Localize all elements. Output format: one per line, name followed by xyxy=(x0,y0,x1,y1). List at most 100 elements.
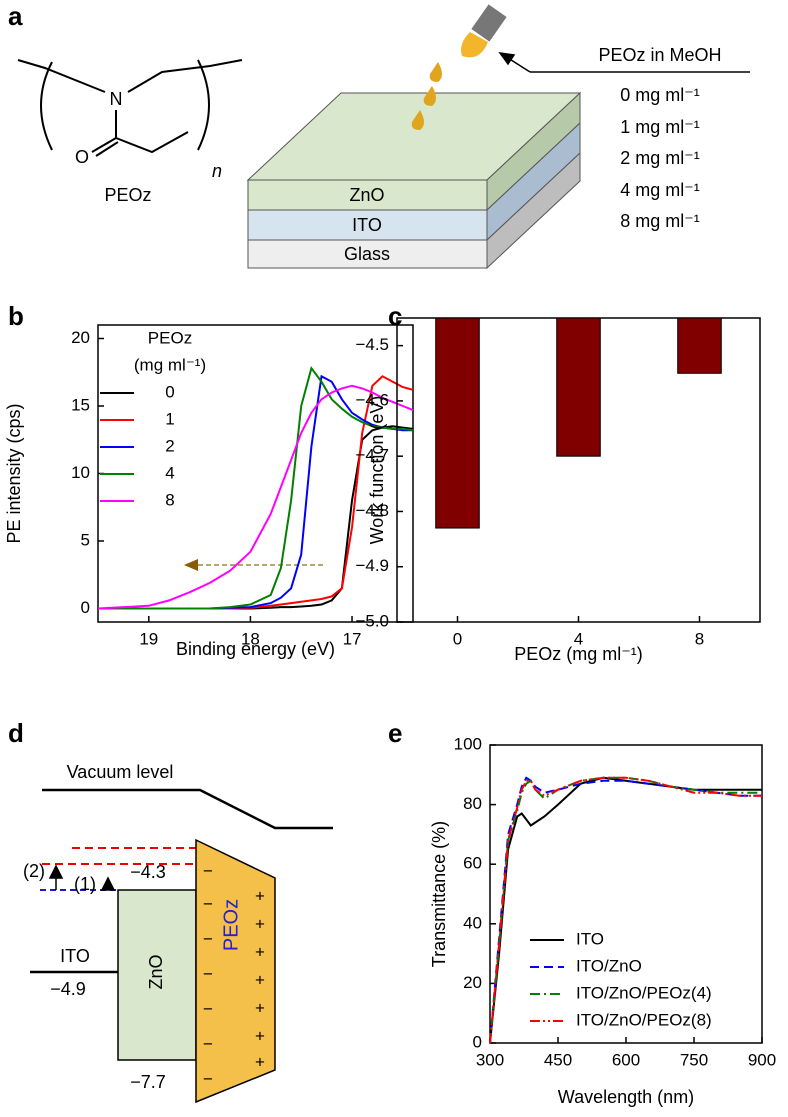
legend-label: ITO xyxy=(576,929,604,948)
y-axis-label: Transmittance (%) xyxy=(429,821,449,967)
y-tick-label: 0 xyxy=(473,1032,482,1051)
legend-title: PEOz xyxy=(148,328,192,347)
bar xyxy=(435,317,480,529)
y-tick-label: 5 xyxy=(81,530,90,549)
x-tick-label: 300 xyxy=(476,1050,504,1069)
x-tick-label: 600 xyxy=(612,1050,640,1069)
y-tick-label: 60 xyxy=(463,854,482,873)
panel-a: a N O n PEOz ZnO ITO Glass xyxy=(8,1,750,270)
concentration: 2 mg ml⁻¹ xyxy=(620,148,700,168)
shift-arrow xyxy=(184,559,323,571)
bar xyxy=(677,317,722,374)
y-tick-label: 0 xyxy=(81,598,90,617)
vacuum-level xyxy=(42,788,333,830)
y-tick-label: 40 xyxy=(463,913,482,932)
y-tick-label: 80 xyxy=(463,794,482,813)
concentration: 0 mg ml⁻¹ xyxy=(620,85,700,105)
y-tick-label: −4.5 xyxy=(355,335,389,354)
bar xyxy=(556,317,601,457)
y-tick-label: 20 xyxy=(463,973,482,992)
legend-label: 4 xyxy=(165,463,174,482)
charge: − xyxy=(203,1069,213,1088)
data-line xyxy=(489,776,762,1044)
step-label: (2) xyxy=(23,861,45,881)
y-tick-label: −5.0 xyxy=(355,611,389,630)
data-line xyxy=(489,776,762,1044)
x-tick-label: 19 xyxy=(139,629,158,648)
layer-label: Glass xyxy=(344,244,390,264)
charge: − xyxy=(203,1034,213,1053)
molecule-structure xyxy=(17,59,243,157)
panel-label: b xyxy=(8,301,24,331)
x-tick-label: 18 xyxy=(241,629,260,648)
legend-title: (mg ml⁻¹) xyxy=(134,355,206,374)
y-tick-label: −4.9 xyxy=(355,556,389,575)
charge: + xyxy=(255,1052,265,1071)
legend-label: ITO/ZnO/PEOz(8) xyxy=(576,1010,712,1029)
data-line xyxy=(98,365,414,610)
energy-value: −4.3 xyxy=(130,862,166,882)
y-tick-label: 10 xyxy=(71,463,90,482)
subscript: n xyxy=(212,161,222,181)
callout-arrow xyxy=(498,52,750,73)
data-line xyxy=(489,776,762,1044)
y-axis-label: Work function (eV) xyxy=(367,396,387,545)
y-tick-label: 15 xyxy=(71,395,90,414)
panel-label: d xyxy=(8,718,24,748)
x-tick-label: 4 xyxy=(574,629,583,648)
data-line xyxy=(489,776,762,1044)
x-axis-label: PEOz (mg ml⁻¹) xyxy=(514,644,643,664)
charge: − xyxy=(203,964,213,983)
legend-label: ITO/ZnO xyxy=(576,956,642,975)
charge: + xyxy=(255,942,265,961)
solution-label: PEOz in MeOH xyxy=(598,45,721,65)
charge: + xyxy=(255,1026,265,1045)
y-tick-label: −4.8 xyxy=(355,501,389,520)
y-tick-label: 100 xyxy=(454,734,482,753)
legend-label: 2 xyxy=(165,436,174,455)
x-axis-label: Binding energy (eV) xyxy=(176,639,335,659)
x-tick-label: 450 xyxy=(544,1050,572,1069)
y-axis-label: PE intensity (cps) xyxy=(4,403,24,543)
x-tick-label: 900 xyxy=(748,1050,776,1069)
charge: − xyxy=(203,999,213,1018)
legend-label: ITO/ZnO/PEOz(4) xyxy=(576,983,712,1002)
step-label: (1) xyxy=(74,874,96,894)
charge: + xyxy=(255,970,265,989)
charge: + xyxy=(255,886,265,905)
panel-label: e xyxy=(388,718,402,748)
pipette xyxy=(411,4,507,130)
y-tick-label: 20 xyxy=(71,328,90,347)
legend-label: 0 xyxy=(165,382,174,401)
molecule-name: PEOz xyxy=(104,185,151,205)
concentration: 8 mg ml⁻¹ xyxy=(620,211,700,231)
charge: − xyxy=(203,929,213,948)
x-axis-label: Wavelength (nm) xyxy=(558,1087,694,1107)
vacuum-label: Vacuum level xyxy=(67,762,174,782)
energy-value: −7.7 xyxy=(130,1072,166,1092)
atom-label: N xyxy=(110,89,123,109)
zno-band xyxy=(117,889,197,1061)
shift-arrows xyxy=(48,864,116,891)
panel-label: a xyxy=(8,1,23,31)
x-tick-label: 0 xyxy=(453,629,462,648)
energy-value: −4.9 xyxy=(50,979,86,999)
x-tick-label: 8 xyxy=(695,629,704,648)
x-tick-label: 750 xyxy=(680,1050,708,1069)
atom-label: O xyxy=(75,147,89,167)
material-label: ZnO xyxy=(146,954,166,989)
concentration: 1 mg ml⁻¹ xyxy=(620,117,700,137)
legend-label: 8 xyxy=(165,490,174,509)
legend-label: 1 xyxy=(165,409,174,428)
charge: − xyxy=(203,894,213,913)
layer-label: ZnO xyxy=(349,185,384,205)
x-tick-label: 17 xyxy=(343,629,362,648)
charge: − xyxy=(203,861,213,880)
panel-label: c xyxy=(388,301,402,331)
concentration: 4 mg ml⁻¹ xyxy=(620,180,700,200)
device-stack xyxy=(246,91,582,270)
material-label: PEOz xyxy=(220,899,242,951)
y-tick-label: −4.7 xyxy=(355,446,389,465)
charge: + xyxy=(255,914,265,933)
